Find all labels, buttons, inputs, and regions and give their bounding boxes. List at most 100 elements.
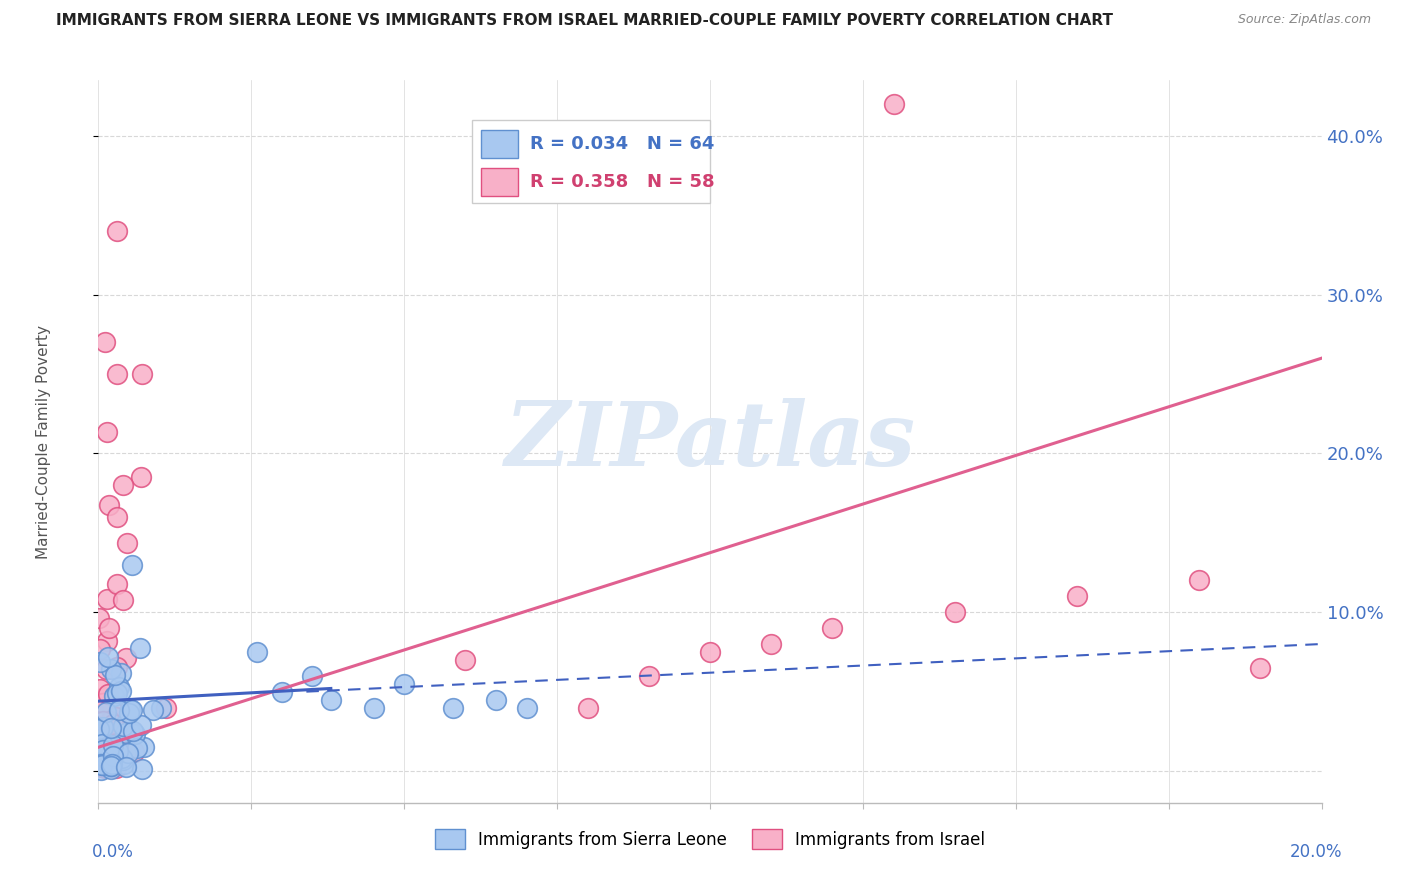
FancyBboxPatch shape bbox=[481, 130, 517, 158]
Text: 20.0%: 20.0% bbox=[1291, 843, 1343, 861]
Point bbox=[101, 751, 124, 765]
Point bbox=[91, 760, 114, 774]
Point bbox=[111, 751, 134, 765]
Point bbox=[103, 756, 125, 770]
Point bbox=[103, 717, 125, 731]
Point bbox=[93, 723, 115, 737]
Point bbox=[91, 743, 114, 757]
Point bbox=[91, 758, 114, 772]
Point bbox=[115, 651, 138, 665]
Point bbox=[122, 745, 145, 759]
Point bbox=[91, 757, 114, 772]
Point bbox=[89, 754, 111, 768]
Point bbox=[89, 611, 111, 625]
Point bbox=[90, 757, 112, 772]
Point bbox=[118, 706, 141, 720]
Point bbox=[105, 577, 128, 591]
Point bbox=[118, 702, 141, 716]
Point bbox=[91, 720, 114, 734]
Point bbox=[108, 680, 131, 694]
Point bbox=[114, 726, 136, 740]
Point bbox=[129, 641, 152, 656]
Point bbox=[89, 681, 111, 696]
FancyBboxPatch shape bbox=[471, 120, 710, 203]
Point bbox=[94, 705, 117, 719]
Point bbox=[114, 757, 136, 772]
Point bbox=[454, 653, 477, 667]
Point bbox=[134, 740, 156, 755]
Point bbox=[363, 700, 385, 714]
Point bbox=[96, 591, 118, 606]
Point bbox=[98, 735, 121, 749]
Point bbox=[1188, 574, 1211, 588]
Point bbox=[100, 662, 122, 676]
Point bbox=[90, 763, 112, 777]
Point bbox=[108, 736, 131, 750]
Point bbox=[124, 727, 146, 741]
Point bbox=[107, 744, 129, 758]
Point bbox=[105, 710, 128, 724]
Point bbox=[576, 700, 599, 714]
FancyBboxPatch shape bbox=[481, 169, 517, 196]
Text: Source: ZipAtlas.com: Source: ZipAtlas.com bbox=[1237, 13, 1371, 27]
Point bbox=[103, 689, 125, 703]
Point bbox=[105, 510, 128, 524]
Point bbox=[759, 637, 782, 651]
Text: R = 0.034   N = 64: R = 0.034 N = 64 bbox=[530, 135, 714, 153]
Point bbox=[1249, 661, 1271, 675]
Point bbox=[91, 738, 114, 752]
Point bbox=[93, 335, 115, 350]
Point bbox=[108, 728, 131, 742]
Point bbox=[87, 719, 110, 733]
Point bbox=[637, 669, 661, 683]
Point bbox=[97, 756, 120, 771]
Point bbox=[96, 633, 118, 648]
Text: ZIPatlas: ZIPatlas bbox=[505, 399, 915, 484]
Point bbox=[112, 744, 135, 758]
Point bbox=[94, 762, 117, 776]
Point bbox=[112, 753, 135, 767]
Text: IMMIGRANTS FROM SIERRA LEONE VS IMMIGRANTS FROM ISRAEL MARRIED-COUPLE FAMILY POV: IMMIGRANTS FROM SIERRA LEONE VS IMMIGRAN… bbox=[56, 13, 1114, 29]
Point bbox=[103, 759, 125, 773]
Point bbox=[104, 668, 127, 682]
Point bbox=[100, 762, 122, 776]
Point bbox=[110, 666, 132, 681]
Point bbox=[129, 470, 152, 484]
Point bbox=[93, 690, 115, 704]
Point bbox=[111, 719, 134, 733]
Point bbox=[121, 558, 143, 572]
Point bbox=[392, 676, 416, 690]
Point bbox=[100, 721, 122, 735]
Point bbox=[105, 224, 128, 238]
Point bbox=[98, 498, 121, 512]
Point bbox=[98, 743, 121, 757]
Point bbox=[122, 723, 145, 738]
Point bbox=[97, 649, 120, 664]
Point bbox=[699, 645, 721, 659]
Point bbox=[89, 642, 111, 657]
Text: R = 0.358   N = 58: R = 0.358 N = 58 bbox=[530, 173, 714, 191]
Point bbox=[117, 746, 139, 760]
Point bbox=[105, 660, 128, 674]
Point bbox=[155, 701, 177, 715]
Point bbox=[115, 760, 138, 774]
Point bbox=[98, 760, 121, 774]
Point bbox=[270, 684, 292, 698]
Point bbox=[100, 714, 122, 728]
Point bbox=[111, 724, 134, 739]
Point bbox=[131, 718, 153, 732]
Point bbox=[97, 687, 120, 701]
Point bbox=[125, 741, 148, 756]
Point bbox=[101, 748, 124, 763]
Point bbox=[485, 692, 508, 706]
Point bbox=[131, 763, 153, 777]
Point bbox=[114, 745, 136, 759]
Point bbox=[319, 692, 342, 706]
Point bbox=[90, 696, 112, 710]
Point bbox=[115, 536, 138, 550]
Point bbox=[101, 756, 124, 771]
Point bbox=[97, 621, 120, 635]
Point bbox=[111, 478, 134, 492]
Point bbox=[91, 696, 114, 710]
Point bbox=[91, 714, 114, 729]
